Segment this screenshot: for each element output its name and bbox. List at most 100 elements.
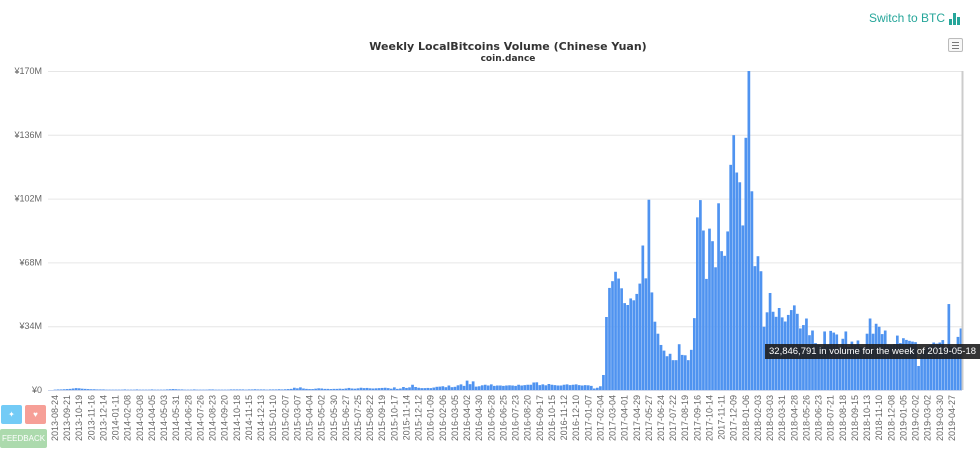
volume-bar[interactable] [377,388,381,390]
volume-bar[interactable] [823,331,826,390]
volume-bar[interactable] [871,333,875,390]
volume-bar[interactable] [465,380,469,390]
volume-bar[interactable] [799,328,802,390]
volume-bar[interactable] [596,387,599,390]
volume-bar[interactable] [923,349,926,390]
volume-bar[interactable] [899,343,902,390]
volume-bar[interactable] [750,191,754,390]
volume-bar[interactable] [393,387,396,390]
volume-bar[interactable] [905,339,908,390]
volume-bar[interactable] [256,389,260,390]
volume-bar[interactable] [489,384,493,390]
volume-bar[interactable] [305,388,308,390]
volume-bar[interactable] [626,304,630,390]
volume-bar[interactable] [389,388,393,390]
volume-bar[interactable] [56,389,60,390]
volume-bar[interactable] [883,330,887,390]
volume-bar[interactable] [835,334,839,390]
volume-bar[interactable] [811,330,814,390]
volume-bar[interactable] [665,356,669,390]
volume-bar[interactable] [714,267,717,390]
volume-bar[interactable] [135,389,139,390]
volume-bar[interactable] [917,365,920,390]
volume-bar[interactable] [850,341,854,390]
volume-bar[interactable] [399,388,402,390]
volume-bar[interactable] [359,387,363,390]
volume-bar[interactable] [380,387,384,390]
volume-bar[interactable] [441,386,445,390]
volume-bar[interactable] [756,256,760,390]
volume-bar[interactable] [123,389,127,390]
volume-bar[interactable] [559,385,563,390]
volume-bar[interactable] [686,360,690,390]
volume-bar[interactable] [547,383,551,390]
volume-bar[interactable] [529,384,533,390]
volume-bar[interactable] [259,389,263,390]
volume-bar[interactable] [444,387,448,390]
volume-bar[interactable] [383,387,387,390]
volume-bar[interactable] [477,386,481,390]
feedback-button[interactable]: FEEDBACK [0,429,47,448]
volume-bar[interactable] [499,385,502,390]
volume-bar[interactable] [599,386,602,390]
volume-bar[interactable] [447,385,451,390]
volume-bar[interactable] [565,384,569,390]
volume-bar[interactable] [320,388,323,390]
volume-bar[interactable] [583,385,587,390]
volume-bar[interactable] [502,385,505,390]
volume-bar[interactable] [496,385,499,390]
volume-bar[interactable] [726,231,730,390]
volume-bar[interactable] [83,388,87,390]
volume-bar[interactable] [365,387,369,390]
volume-bar[interactable] [553,385,557,390]
volume-bar[interactable] [435,386,439,390]
volume-bar[interactable] [571,384,575,390]
volume-bar[interactable] [459,384,463,390]
volume-bar[interactable] [708,228,711,390]
volume-bar[interactable] [353,388,357,390]
volume-bar[interactable] [462,385,466,390]
volume-bar[interactable] [208,389,211,390]
volume-bar[interactable] [914,342,917,390]
volume-bar[interactable] [623,303,626,390]
volume-bar[interactable] [844,331,848,390]
volume-bar[interactable] [568,385,572,390]
volume-bar[interactable] [68,388,72,390]
volume-bar[interactable] [717,203,720,390]
volume-bar[interactable] [953,346,957,390]
volume-bar[interactable] [59,389,63,390]
volume-bar[interactable] [483,384,487,390]
volume-bar[interactable] [238,389,242,390]
volume-bar[interactable] [577,385,581,390]
volume-bar[interactable] [944,346,948,390]
volume-bar[interactable] [611,281,614,390]
volume-bar[interactable] [620,288,623,390]
volume-bar[interactable] [299,387,302,390]
volume-bar[interactable] [174,389,178,390]
volume-bar[interactable] [826,344,829,390]
volume-bar[interactable] [711,241,714,390]
volume-bar[interactable] [668,353,672,390]
volume-bar[interactable] [908,340,911,390]
volume-bar[interactable] [338,388,342,390]
volume-bar[interactable] [574,384,578,390]
volume-bar[interactable] [592,388,596,390]
volume-bar[interactable] [920,353,923,390]
volume-bar[interactable] [602,374,605,390]
volume-bar[interactable] [80,388,84,390]
volume-bar[interactable] [93,389,96,390]
volume-bar[interactable] [817,344,820,390]
volume-bar[interactable] [859,346,863,390]
volume-bar[interactable] [617,278,620,390]
volume-bar[interactable] [902,338,905,390]
volume-bar[interactable] [808,335,811,390]
volume-bar[interactable] [656,333,660,390]
volume-bar[interactable] [580,385,584,390]
volume-bar[interactable] [229,389,233,390]
volume-bar[interactable] [165,389,169,390]
volume-bar[interactable] [889,344,893,390]
volume-bar[interactable] [268,389,272,390]
volume-bar[interactable] [323,388,327,390]
volume-bar[interactable] [759,271,763,390]
volume-bar[interactable] [293,387,296,390]
